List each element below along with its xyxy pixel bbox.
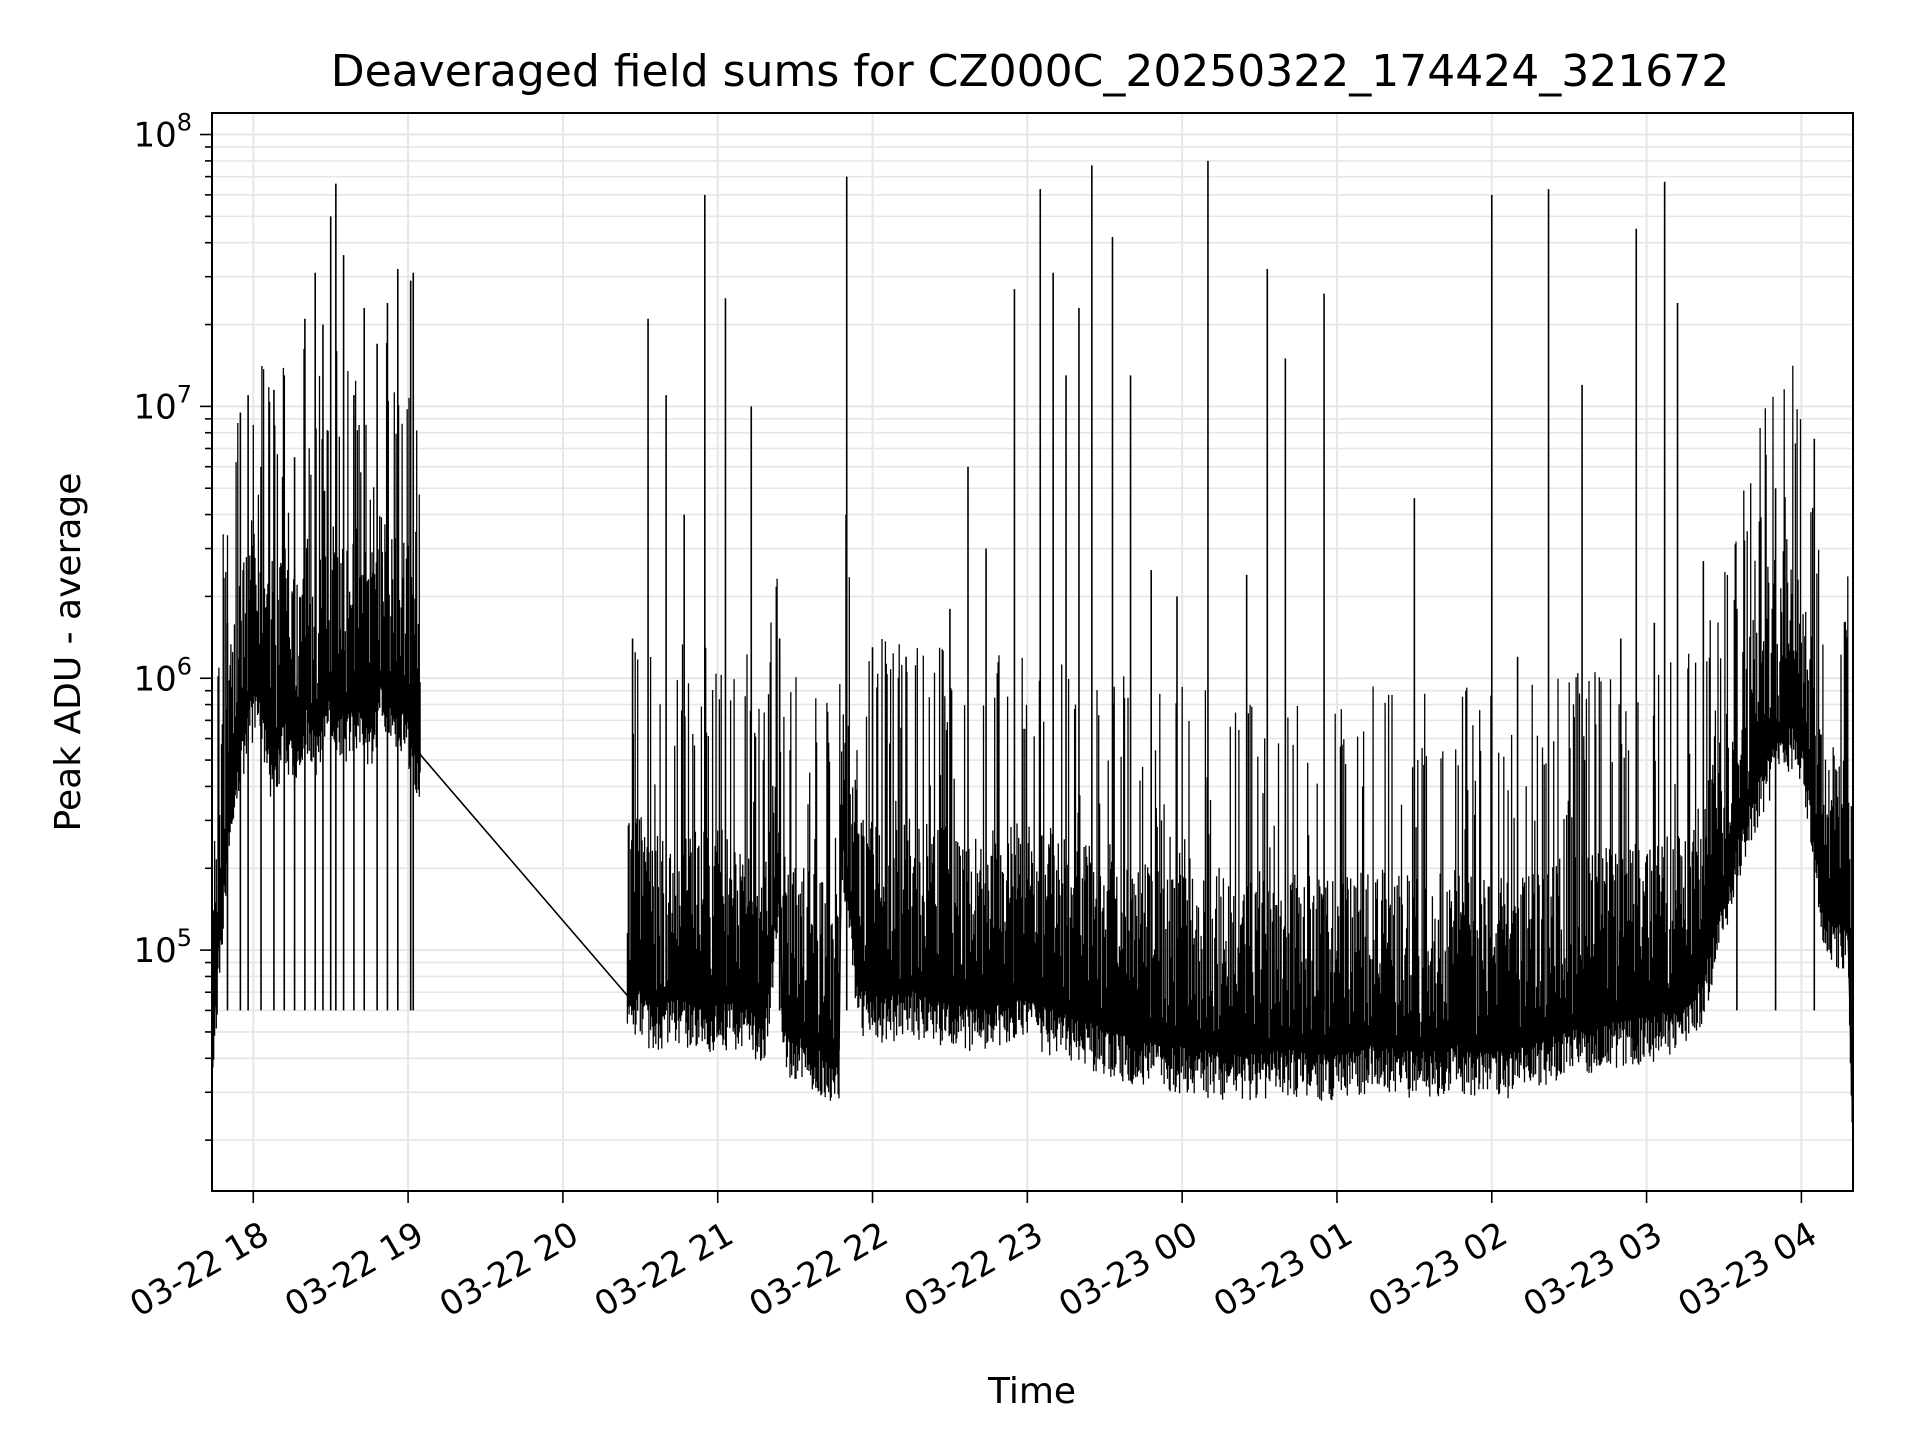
y-tick-label: 107 [133, 380, 192, 427]
plot-frame [211, 112, 1854, 1192]
y-tick-label: 106 [133, 652, 192, 699]
x-axis-label: Time [987, 1371, 1076, 1412]
y-tick-label: 105 [133, 924, 192, 971]
chart-title: Deaveraged field sums for CZ000C_2025032… [331, 46, 1729, 97]
y-axis: 105 106 107 108 [133, 109, 212, 1141]
y-axis-label: Peak ADU - average [48, 473, 89, 832]
data-layer [211, 160, 1854, 1129]
y-tick-label: 108 [133, 109, 192, 156]
